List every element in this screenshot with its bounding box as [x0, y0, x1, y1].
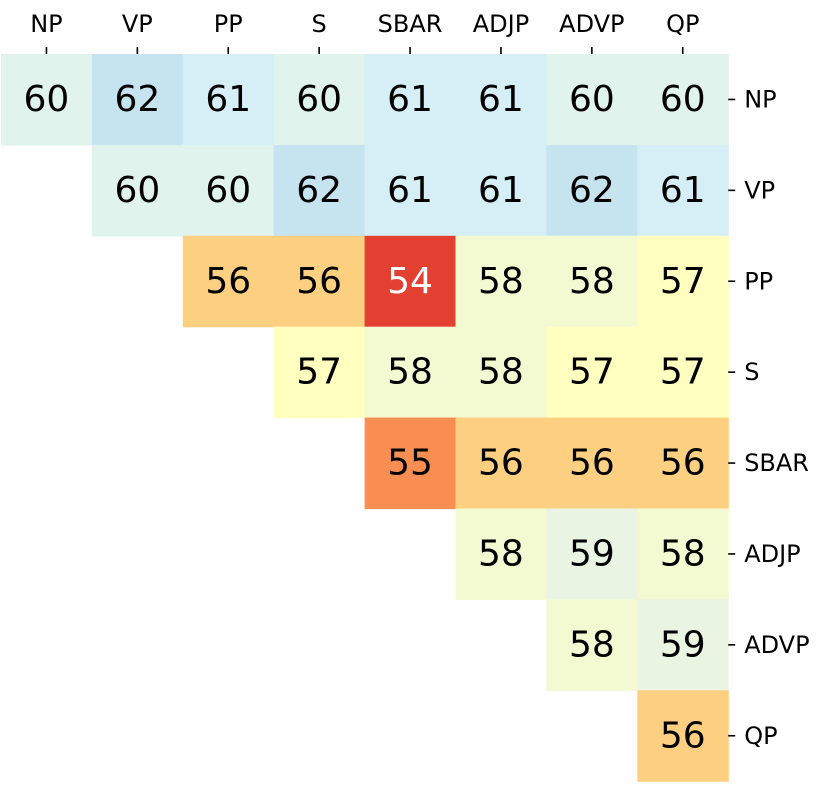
cell-value-label: 58 — [478, 352, 524, 393]
heatmap-cell-sbar-qp — [637, 417, 729, 510]
x-tick-label-s: S — [312, 10, 327, 38]
y-tick-label-advp: ADVP — [744, 631, 809, 659]
cell-value-label: 58 — [569, 261, 615, 302]
cell-value-label: 56 — [478, 443, 524, 484]
cell-value-label: 61 — [205, 79, 251, 120]
x-tick-label-pp: PP — [214, 10, 243, 38]
x-tick-label-advp: ADVP — [559, 10, 624, 38]
cell-value-label: 58 — [478, 533, 524, 574]
cell-value-label: 56 — [660, 715, 706, 756]
cell-value-label: 61 — [478, 170, 524, 211]
heatmap-cell-vp-sbar — [364, 144, 457, 237]
cell-value-label: 57 — [296, 352, 342, 393]
cell-value-label: 56 — [205, 261, 251, 302]
heatmap-cell-pp-advp — [546, 235, 638, 328]
x-tick-label-np: NP — [30, 10, 62, 38]
x-axis-ticks: NP VP PP S SBAR ADJP ADVP QP — [30, 10, 699, 54]
heatmap-cell-np-qp — [637, 54, 729, 146]
y-tick-label-np: NP — [744, 85, 776, 113]
heatmap-cell-sbar-adjp — [455, 417, 547, 510]
heatmap-cell-sbar-advp — [546, 417, 638, 510]
cell-value-label: 60 — [114, 170, 160, 211]
heatmap-cell-advp-advp — [546, 599, 638, 691]
cell-value-label: 61 — [387, 79, 433, 120]
x-tick-label-adjp: ADJP — [473, 10, 529, 38]
heatmap-cell-vp-advp — [546, 144, 638, 237]
x-tick-label-vp: VP — [122, 10, 153, 38]
heatmap-cell-pp-sbar — [364, 235, 457, 328]
heatmap-cell-vp-s — [273, 144, 366, 237]
heatmap-cell-np-vp — [91, 54, 184, 146]
heatmap-cell-adjp-advp — [546, 508, 638, 600]
heatmap-cell-pp-pp — [182, 235, 275, 328]
cell-value-label: 58 — [387, 352, 433, 393]
cell-value-label: 59 — [569, 533, 615, 574]
cell-value-label: 61 — [387, 170, 433, 211]
cell-value-label: 57 — [569, 352, 615, 393]
y-tick-label-vp: VP — [744, 176, 775, 204]
heatmap-cell-pp-adjp — [455, 235, 547, 328]
cell-value-label: 56 — [660, 443, 706, 484]
cell-value-label: 62 — [296, 170, 342, 211]
y-axis-ticks: NP VP PP S SBAR ADJP ADVP QP — [728, 85, 810, 750]
y-tick-label-qp: QP — [744, 722, 777, 750]
cell-value-label: 58 — [478, 261, 524, 302]
heatmap-cell-adjp-adjp — [455, 508, 547, 600]
heatmap-cell-s-s — [273, 326, 366, 419]
y-tick-label-adjp: ADJP — [744, 540, 800, 568]
cell-value-label: 58 — [660, 533, 706, 574]
cell-value-label: 58 — [569, 624, 615, 665]
heatmap-cell-vp-vp — [91, 144, 184, 237]
cell-value-label: 57 — [660, 261, 706, 302]
heatmap-cell-np-adjp — [455, 54, 547, 146]
cell-value-label: 56 — [296, 261, 342, 302]
heatmap-cell-np-np — [1, 54, 93, 146]
cell-value-label: 57 — [660, 352, 706, 393]
cell-value-label: 61 — [478, 79, 524, 120]
heatmap-cell-np-sbar — [364, 54, 457, 146]
heatmap-cell-vp-adjp — [455, 144, 547, 237]
heatmap-cell-s-advp — [546, 326, 638, 419]
heatmap-cell-s-qp — [637, 326, 729, 419]
cell-value-label: 62 — [114, 79, 160, 120]
heatmap-cell-qp-qp — [637, 690, 729, 782]
y-tick-label-s: S — [744, 358, 759, 386]
cell-value-label: 60 — [205, 170, 251, 211]
heatmap-cell-pp-qp — [637, 235, 729, 328]
cell-value-label: 60 — [296, 79, 342, 120]
heatmap-cell-vp-pp — [182, 144, 275, 237]
heatmap-cell-vp-qp — [637, 144, 729, 237]
x-tick-label-sbar: SBAR — [378, 10, 443, 38]
heatmap-cell-adjp-qp — [637, 508, 729, 600]
cell-value-label: 59 — [660, 624, 706, 665]
y-tick-label-pp: PP — [744, 267, 773, 295]
cell-value-label: 56 — [569, 443, 615, 484]
heatmap-cell-sbar-sbar — [364, 417, 457, 510]
x-tick-label-qp: QP — [666, 10, 699, 38]
cell-value-label: 62 — [569, 170, 615, 211]
heatmap-cell-pp-s — [273, 235, 366, 328]
cell-value-label: 60 — [24, 79, 70, 120]
cell-value-label: 55 — [387, 443, 433, 484]
heatmap-cell-np-advp — [546, 54, 638, 146]
cell-value-label: 54 — [387, 261, 433, 302]
cell-value-label: 61 — [660, 170, 706, 211]
heatmap-cell-np-s — [273, 54, 366, 146]
heatmap-cells: 60 62 61 60 61 61 60 60 60 60 62 61 61 62 61 56 56 54 58 58… — [1, 54, 729, 782]
cell-value-label: 60 — [660, 79, 706, 120]
heatmap-cell-advp-qp — [637, 599, 729, 691]
cell-value-label: 60 — [569, 79, 615, 120]
heatmap-cell-s-sbar — [364, 326, 457, 419]
heatmap-cell-s-adjp — [455, 326, 547, 419]
heatmap-cell-np-pp — [182, 54, 275, 146]
y-tick-label-sbar: SBAR — [744, 449, 809, 477]
